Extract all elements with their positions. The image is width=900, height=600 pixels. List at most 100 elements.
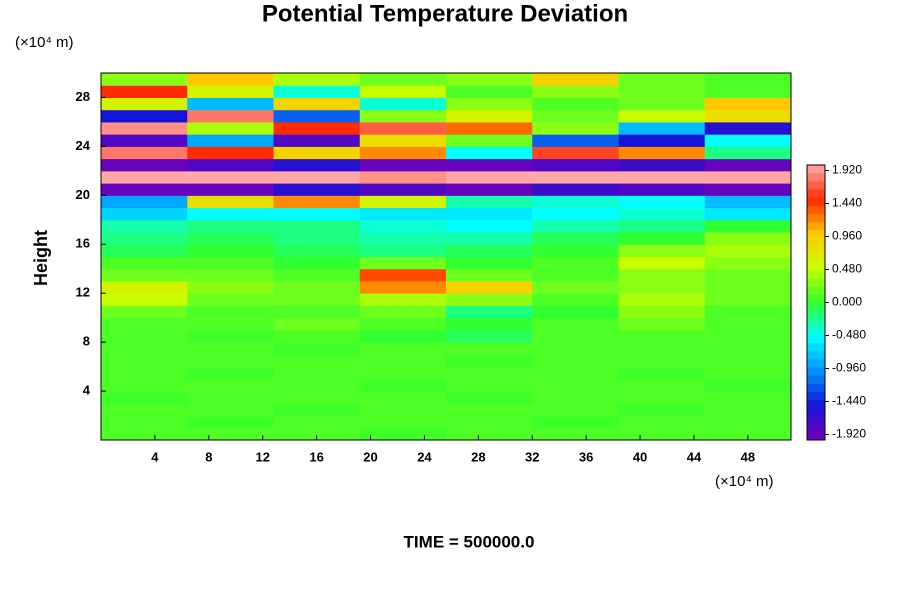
heat-cell: [532, 342, 619, 355]
colorbar-step: [807, 359, 825, 368]
heat-cell: [532, 146, 619, 160]
heat-cell: [273, 391, 361, 404]
heat-cell: [101, 342, 188, 355]
heat-cell: [273, 158, 361, 172]
heat-cell: [532, 109, 619, 123]
heat-cell: [187, 391, 274, 404]
heat-cell: [704, 146, 792, 160]
heat-cell: [446, 415, 533, 429]
colorbar-step: [807, 342, 825, 352]
heat-cell: [532, 415, 619, 429]
heat-cell: [446, 85, 533, 98]
heat-cell: [618, 170, 706, 184]
heat-cell: [187, 305, 274, 319]
colorbar-tick-label: 1.920: [832, 163, 862, 177]
heat-cell: [532, 121, 619, 135]
colorbar-step: [807, 302, 825, 311]
heat-cell: [359, 158, 447, 172]
heat-cell: [273, 170, 361, 184]
heat-cell: [618, 317, 706, 331]
colorbar-step: [807, 294, 825, 303]
heat-cell: [532, 280, 619, 294]
heat-cell: [273, 366, 361, 380]
heat-cell: [446, 403, 533, 417]
heat-cell: [704, 73, 792, 86]
heat-cell: [273, 219, 361, 233]
heat-cell: [273, 134, 361, 147]
heat-cell: [618, 268, 706, 282]
heat-cell: [187, 342, 274, 355]
colorbar-step: [807, 375, 825, 384]
plot-frame: [100, 72, 792, 441]
heat-cell: [446, 317, 533, 331]
heat-cell: [446, 158, 533, 172]
heat-cell: [704, 256, 792, 270]
heat-cell: [532, 293, 619, 306]
x-tick-label: 44: [687, 449, 702, 464]
y-tick-label: 24: [76, 138, 91, 153]
heat-cell: [273, 121, 361, 135]
heat-cell: [187, 317, 274, 331]
heat-cell: [359, 97, 447, 111]
heat-cell: [359, 366, 447, 380]
y-axis-label: Height: [31, 230, 51, 286]
heat-cell: [446, 366, 533, 380]
x-unit: (×10⁴ m): [715, 473, 774, 490]
heat-cell: [273, 342, 361, 355]
heat-cell: [187, 280, 274, 294]
y-tick-label: 16: [76, 236, 90, 251]
x-tick-label: 12: [255, 449, 269, 464]
heat-cell: [101, 170, 188, 184]
colorbar-step: [807, 221, 825, 231]
heat-cell: [446, 219, 533, 233]
heat-cell: [446, 305, 533, 319]
heat-cell: [618, 280, 706, 294]
colorbar-tick-label: -1.920: [832, 427, 866, 441]
heat-cell: [704, 366, 792, 380]
heat-cell: [532, 183, 619, 196]
heat-cell: [187, 170, 274, 184]
colorbar-step: [807, 189, 825, 198]
x-tick-label: 48: [741, 449, 755, 464]
heat-cell: [273, 146, 361, 160]
heat-cell: [618, 256, 706, 270]
heat-cell: [618, 391, 706, 404]
heat-cell: [618, 427, 706, 441]
heat-cell: [446, 134, 533, 147]
heat-cell: [101, 317, 188, 331]
heat-cell: [273, 403, 361, 417]
heat-cell: [704, 85, 792, 98]
heat-cell: [101, 109, 188, 123]
heat-cell: [359, 146, 447, 160]
heat-cell: [187, 329, 274, 343]
heat-cell: [359, 195, 447, 209]
heat-cell: [273, 317, 361, 331]
heat-cell: [704, 158, 792, 172]
heat-cell: [704, 207, 792, 221]
heat-cell: [446, 293, 533, 306]
heat-cell: [359, 354, 447, 368]
heat-cell: [187, 354, 274, 368]
colorbar-step: [807, 310, 825, 319]
y-tick-label: 4: [83, 383, 91, 398]
heat-cell: [446, 73, 533, 86]
heat-cell: [273, 427, 361, 441]
heat-cell: [359, 207, 447, 221]
colorbar-step: [807, 262, 825, 271]
heat-cell: [273, 244, 361, 257]
colorbar-tick-label: -0.480: [832, 328, 866, 342]
heat-cell: [618, 244, 706, 257]
heat-cell: [446, 97, 533, 111]
heat-cell: [704, 329, 792, 343]
heat-cell: [532, 256, 619, 270]
colorbar-step: [807, 415, 825, 425]
colorbar-step: [807, 286, 825, 295]
heat-cell: [704, 195, 792, 209]
heat-cell: [618, 219, 706, 233]
heat-cell: [704, 378, 792, 392]
heat-cell: [532, 378, 619, 392]
heat-cell: [532, 244, 619, 257]
colorbar-step: [807, 399, 825, 408]
x-tick-label: 4: [151, 449, 159, 464]
heat-cell: [704, 354, 792, 368]
